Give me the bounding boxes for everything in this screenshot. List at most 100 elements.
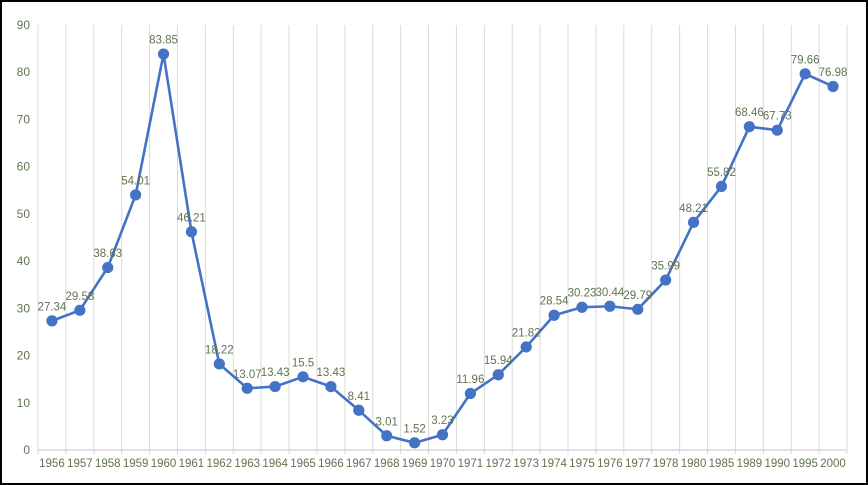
data-point-marker — [436, 429, 449, 441]
data-point-label: 1.52 — [403, 423, 425, 435]
series-line — [50, 52, 835, 445]
x-tick-label: 1966 — [318, 458, 344, 470]
data-point-label: 13.07 — [233, 369, 262, 381]
data-point-marker — [604, 300, 616, 312]
x-tick-label: 1963 — [234, 458, 260, 470]
data-point-label: 67.73 — [763, 111, 792, 123]
data-point-label: 54.01 — [121, 175, 150, 187]
data-point-label: 30.44 — [595, 287, 624, 299]
data-point-label: 3.01 — [376, 416, 398, 428]
data-point-marker — [799, 68, 811, 80]
y-tick-label: 20 — [17, 349, 31, 363]
data-point-marker — [687, 216, 700, 228]
x-tick-label: 1973 — [513, 458, 539, 470]
data-point-label: 29.79 — [623, 290, 652, 302]
data-point-label: 46.21 — [177, 212, 206, 224]
y-tick-label: 0 — [23, 443, 30, 457]
x-tick-label: 1980 — [681, 458, 707, 470]
data-point-marker — [130, 189, 142, 201]
data-point-marker — [464, 387, 476, 400]
data-point-label: 55.82 — [707, 167, 736, 179]
x-tick-label: 1978 — [653, 458, 679, 470]
data-point-marker — [548, 309, 560, 321]
x-tick-label: 1967 — [346, 458, 372, 470]
data-point-marker — [353, 404, 365, 416]
x-tick-label: 1958 — [95, 458, 121, 470]
data-point-marker — [297, 371, 309, 383]
data-point-label: 68.46 — [735, 107, 764, 119]
y-tick-label: 40 — [17, 254, 31, 268]
x-tick-label: 2000 — [820, 458, 846, 470]
x-tick-label: 1960 — [151, 458, 177, 470]
x-tick-label: 1970 — [430, 458, 456, 470]
x-tick-label: 1995 — [792, 458, 818, 470]
x-tick-label: 1975 — [569, 458, 595, 470]
y-tick-label: 10 — [17, 396, 31, 410]
data-point-label: 11.96 — [456, 374, 484, 386]
y-tick-label: 50 — [17, 207, 31, 221]
data-point-marker — [409, 437, 421, 449]
data-point-label: 79.66 — [791, 54, 820, 66]
y-tick-label: 90 — [17, 18, 31, 32]
data-point-label: 3.23 — [431, 415, 453, 427]
data-point-label: 18.22 — [205, 344, 234, 356]
y-tick-label: 30 — [17, 301, 31, 315]
data-point-marker — [827, 80, 839, 93]
data-point-label: 21.82 — [512, 327, 541, 339]
x-tick-label: 1990 — [764, 458, 790, 470]
x-tick-label: 1977 — [625, 458, 651, 470]
data-point-marker — [185, 226, 198, 238]
data-point-marker — [157, 48, 170, 60]
data-point-label: 38.63 — [93, 248, 122, 260]
x-tick-label: 1969 — [402, 458, 428, 470]
data-point-marker — [241, 382, 253, 394]
data-point-label: 35.99 — [651, 261, 680, 273]
x-tick-label: 1962 — [207, 458, 233, 470]
x-tick-label: 1959 — [123, 458, 149, 470]
x-tick-label: 1957 — [67, 458, 93, 470]
x-tick-label: 1976 — [597, 458, 623, 470]
data-point-marker — [660, 274, 672, 286]
x-tick-label: 1956 — [39, 458, 65, 470]
x-tick-label: 1971 — [458, 458, 484, 470]
data-point-label: 27.34 — [38, 301, 67, 313]
data-point-marker — [715, 180, 728, 193]
data-point-marker — [492, 369, 504, 381]
data-point-marker — [74, 304, 86, 316]
data-point-label: 76.98 — [819, 67, 848, 79]
x-tick-label: 1985 — [709, 458, 735, 470]
data-point-label: 83.85 — [149, 35, 178, 47]
x-tick-label: 1961 — [179, 458, 205, 470]
y-tick-label: 80 — [17, 65, 31, 79]
data-point-label: 30.23 — [568, 288, 597, 300]
data-point-label: 15.94 — [484, 355, 513, 367]
data-point-marker — [771, 124, 783, 136]
data-point-marker — [520, 341, 532, 353]
x-tick-label: 1964 — [262, 458, 288, 470]
data-point-label: 8.41 — [348, 391, 370, 403]
y-tick-label: 60 — [17, 160, 31, 174]
data-point-marker — [269, 380, 281, 393]
data-point-marker — [381, 430, 393, 442]
x-tick-label: 1974 — [541, 458, 567, 470]
data-point-label: 15.5 — [292, 357, 314, 369]
data-point-marker — [46, 315, 58, 327]
x-tick-label: 1972 — [485, 458, 511, 470]
x-tick-label: 1989 — [737, 458, 763, 470]
data-point-marker — [632, 303, 644, 315]
data-point-marker — [213, 358, 225, 370]
data-point-marker — [576, 301, 588, 313]
data-point-marker — [325, 380, 337, 393]
data-point-label: 28.54 — [540, 296, 569, 308]
data-point-label: 48.21 — [679, 203, 708, 215]
data-point-marker — [102, 261, 114, 274]
data-point-label: 13.43 — [317, 367, 346, 379]
data-point-label: 13.43 — [261, 367, 290, 379]
data-point-label: 29.58 — [65, 291, 94, 303]
x-tick-label: 1965 — [290, 458, 316, 470]
y-tick-label: 70 — [17, 112, 31, 126]
data-point-marker — [743, 121, 755, 133]
x-tick-label: 1968 — [374, 458, 400, 470]
